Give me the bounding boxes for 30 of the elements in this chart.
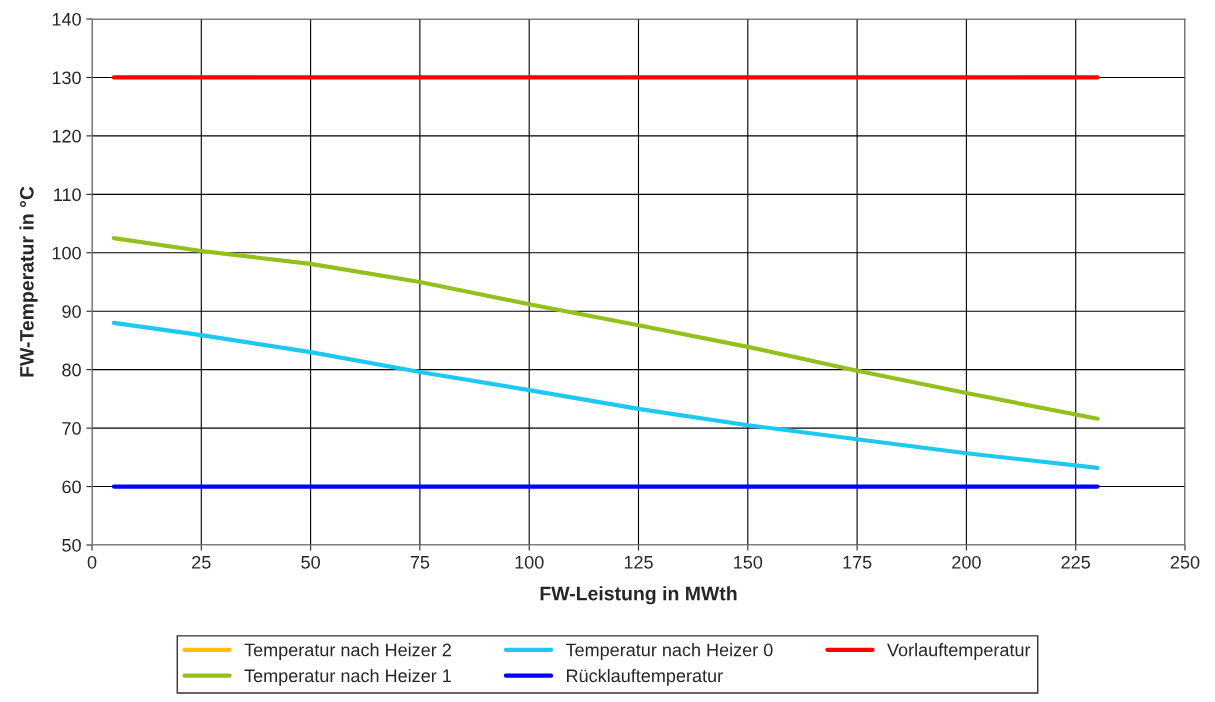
legend-label: Rücklauftemperatur — [567, 668, 723, 686]
y-tick-label: 50 — [62, 538, 81, 552]
line-series — [111, 236, 1100, 421]
y-tick-label: 70 — [62, 422, 81, 435]
x-tick-label: 125 — [624, 555, 653, 569]
x-tick-label: 75 — [410, 556, 430, 569]
y-tick-label: 130 — [52, 71, 81, 85]
x-tick-label: 200 — [952, 555, 981, 569]
legend-label: Temperatur nach Heizer 0 — [565, 643, 773, 660]
x-tick-label: 100 — [515, 555, 544, 569]
y-tick-label: 100 — [52, 246, 81, 260]
y-tick-label: 110 — [54, 188, 81, 202]
legend-label: Vorlauftemperatur — [887, 643, 1031, 660]
legend-label: Temperatur nach Heizer 1 — [244, 668, 451, 686]
y-tick-label: 120 — [52, 129, 81, 143]
y-tick-label: 140 — [52, 12, 81, 26]
x-tick-label: 175 — [843, 556, 872, 569]
x-tick-label: 150 — [734, 555, 763, 569]
x-tick-label: 225 — [1061, 555, 1091, 569]
x-tick-label: 0 — [87, 555, 97, 569]
x-tick-label: 50 — [301, 555, 320, 569]
x-tick-label: 25 — [192, 555, 211, 569]
y-tick-label: 80 — [62, 363, 81, 377]
y-tick-label: 90 — [62, 305, 81, 318]
x-tick-label: 250 — [1170, 555, 1200, 569]
y-axis-title: FW-Temperatur in °C — [19, 186, 38, 377]
y-tick-label: 60 — [62, 480, 81, 494]
line-series — [111, 320, 1100, 470]
legend-label: Temperatur nach Heizer 2 — [244, 643, 451, 660]
x-axis-title: FW-Leistung in MWth — [540, 586, 737, 605]
